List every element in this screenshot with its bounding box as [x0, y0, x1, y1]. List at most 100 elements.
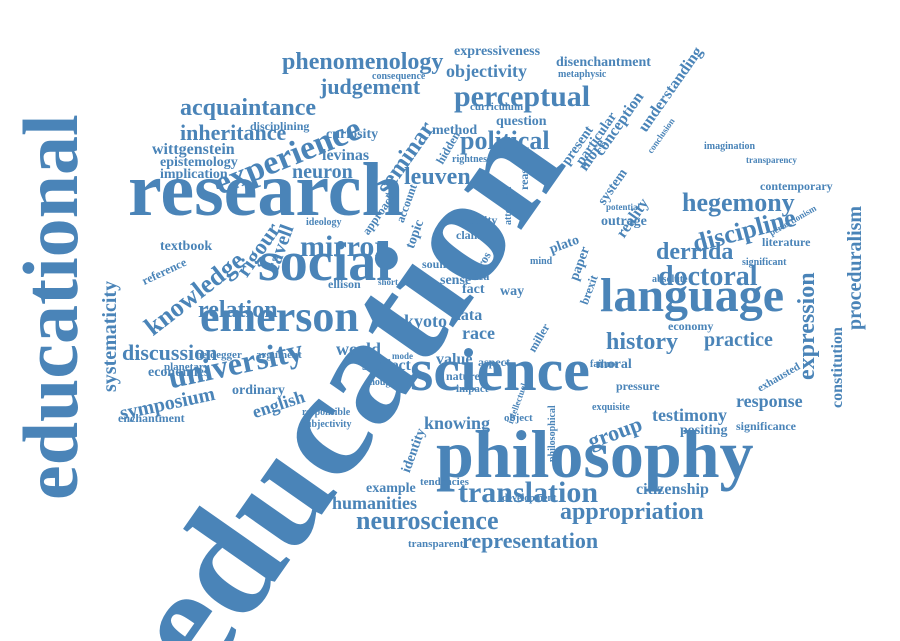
word-question: question: [496, 114, 547, 129]
word-nature: nature: [446, 369, 480, 383]
word-enchantment: enchantment: [118, 411, 185, 425]
word-textbook: textbook: [160, 239, 213, 254]
word-development: development: [502, 493, 557, 504]
word-mode: mode: [392, 351, 413, 361]
word-practice: practice: [704, 329, 773, 351]
word-alterity: alterity: [460, 213, 498, 227]
word-failure: failure: [590, 359, 619, 370]
word-phenomenology: phenomenology: [282, 49, 444, 75]
word-heidegger: heidegger: [196, 349, 242, 361]
word-significant: significant: [742, 257, 787, 268]
word-neuron: neuron: [292, 161, 353, 183]
word-expressiveness: expressiveness: [454, 44, 541, 59]
word-literature: literature: [762, 235, 811, 249]
word-aspect: aspect: [478, 355, 510, 369]
word-short: short: [378, 277, 398, 287]
word-citizenship: citizenship: [636, 481, 709, 498]
word-idea: idea: [468, 269, 490, 283]
word-wittgenstein: wittgenstein: [152, 141, 235, 158]
word-data: data: [452, 307, 483, 324]
word-knowing: knowing: [424, 413, 491, 433]
word-economies: economies: [148, 365, 210, 380]
word-doctoral: doctoral: [658, 261, 758, 292]
word-levinas: levinas: [322, 147, 370, 164]
word-language: language: [600, 269, 785, 322]
word-research: research: [128, 148, 404, 232]
word-fact: fact: [462, 282, 485, 297]
word-subjectivity: subjectivity: [302, 419, 352, 430]
word-response: response: [736, 391, 803, 411]
word-claim: claim: [456, 228, 484, 242]
word-outrage: outrage: [601, 214, 647, 229]
word-curiosity: curiosity: [326, 127, 379, 142]
word-potential: potential: [606, 202, 641, 212]
word-sense: sense: [440, 273, 472, 288]
word-inheritance: inheritance: [180, 120, 287, 145]
word-philosophy: philosophy: [436, 416, 754, 492]
word-tendencies: tendencies: [420, 476, 469, 488]
word-social: social: [258, 231, 392, 293]
word-epistemology: epistemology: [160, 155, 238, 170]
word-curriculum: curriculum: [470, 101, 524, 113]
word-metaphysic: metaphysic: [558, 69, 607, 80]
word-value: value: [436, 351, 473, 368]
word-hegemony: hegemony: [682, 188, 795, 217]
word-neuroscience: neuroscience: [356, 506, 499, 535]
word-method: method: [432, 123, 478, 138]
word-example: example: [366, 481, 416, 496]
word-acquaintance: acquaintance: [180, 95, 317, 121]
word-implication: implication: [160, 167, 228, 182]
word-objectivity: objectivity: [446, 61, 527, 81]
word-exquisite: exquisite: [592, 402, 630, 413]
word-pressure: pressure: [616, 379, 660, 393]
word-attention: attention: [503, 186, 514, 225]
word-planetary: planetary: [164, 361, 210, 373]
word-derrida: derrida: [656, 239, 734, 265]
word-imagination: imagination: [704, 141, 756, 152]
word-rightness: rightness: [452, 154, 491, 165]
word-disenchantment: disenchantment: [556, 55, 651, 70]
word-relation: relation: [198, 297, 278, 323]
word-disciplining: disciplining: [250, 119, 310, 133]
word-reason: reason: [517, 156, 531, 190]
word-appropriation: appropriation: [560, 499, 704, 525]
word-science: science: [410, 337, 590, 403]
word-kyoto: kyoto: [404, 311, 448, 331]
word-impact: impact: [456, 383, 489, 395]
word-emerson: emerson: [200, 292, 359, 341]
word-responsible: responsible: [302, 407, 351, 418]
word-transparency: transparency: [746, 155, 797, 165]
word-discussion: discussion: [122, 340, 218, 365]
word-consequence: consequence: [372, 71, 426, 82]
word-race: race: [462, 323, 495, 343]
word-ordinary: ordinary: [232, 383, 285, 398]
word-philosophical: philosophical: [547, 405, 558, 462]
word-transparent: transparent: [408, 538, 464, 550]
word-object: object: [504, 412, 533, 424]
word-representation: representation: [462, 528, 599, 553]
word-reference: reference: [139, 255, 189, 288]
word-judgement: judgement: [320, 74, 421, 99]
word-mind: mind: [530, 256, 553, 267]
word-positing: positing: [680, 423, 728, 438]
word-leuven: leuven: [404, 164, 471, 190]
word-ellison: ellison: [328, 277, 361, 291]
word-world: world: [336, 339, 381, 359]
word-history: history: [606, 329, 678, 355]
word-way: way: [500, 284, 525, 299]
word-argument: argument: [256, 349, 302, 361]
word-absolute: absolute: [652, 274, 688, 285]
word-moral: moral: [596, 357, 632, 372]
word-translation: translation: [458, 476, 599, 509]
word-constitution: constitution: [829, 327, 846, 408]
word-testimony: testimony: [652, 405, 727, 425]
word-mirror: mirror: [300, 230, 388, 263]
word-systematicity: systematicity: [99, 280, 121, 392]
word-ideology: ideology: [306, 217, 342, 228]
word-subject: subject: [362, 357, 411, 374]
word-humanities: humanities: [332, 493, 418, 513]
word-sound: sound: [422, 257, 453, 271]
word-proceduralism: proceduralism: [844, 205, 866, 330]
word-political: political: [460, 126, 550, 155]
word-educational: educational: [7, 114, 94, 500]
